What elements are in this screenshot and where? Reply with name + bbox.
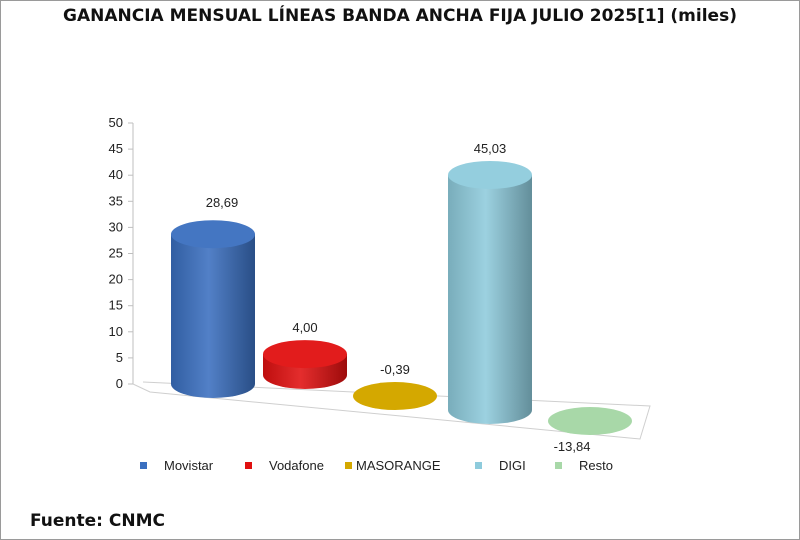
y-tick-label: 50 [109,115,123,130]
data-label: 28,69 [206,195,239,210]
bar-body [448,174,532,424]
source-note: Fuente: CNMC [30,511,165,531]
bar-vodafone [263,340,347,389]
legend-swatch [475,462,482,469]
legend-label: Vodafone [269,458,324,473]
data-label: -0,39 [380,362,410,377]
bar-top [171,220,255,249]
bar-series [171,160,632,435]
bar-movistar [171,220,255,398]
bar-top [263,340,347,369]
bar-body [171,234,255,398]
y-tick-label: 45 [109,141,123,156]
data-label: 45,03 [474,141,507,156]
data-labels: 28,69 4,00 -0,39 45,03 -13,84 [206,141,591,454]
bar-top [448,160,532,189]
legend-label: MASORANGE [356,458,441,473]
legend-swatch [140,462,147,469]
bar-disc [548,407,632,435]
bar-digi [448,160,532,424]
y-tick-label: 5 [116,350,123,365]
y-axis: 0 5 10 15 20 25 30 35 40 45 50 [109,115,134,391]
y-tick-label: 15 [109,298,123,313]
legend-swatch [345,462,352,469]
legend-label: Resto [579,458,613,473]
data-label: -13,84 [554,439,591,454]
y-tick-label: 10 [109,324,123,339]
y-tick-label: 35 [109,193,123,208]
y-tick-label: 0 [116,376,123,391]
data-label: 4,00 [292,320,317,335]
y-tick-label: 25 [109,246,123,261]
legend-swatch [555,462,562,469]
legend-label: DIGI [499,458,526,473]
legend-label: Movistar [164,458,214,473]
chart-legend: Movistar Vodafone MASORANGE DIGI Resto [140,458,613,473]
legend-swatch [245,462,252,469]
y-tick-label: 20 [109,272,123,287]
y-tick-label: 30 [109,219,123,234]
y-tick-label: 40 [109,167,123,182]
bar-masorange [353,382,437,410]
chart-title: GANANCIA MENSUAL LÍNEAS BANDA ANCHA FIJA… [63,6,737,26]
bar-disc [353,382,437,410]
bar-resto [548,407,632,435]
